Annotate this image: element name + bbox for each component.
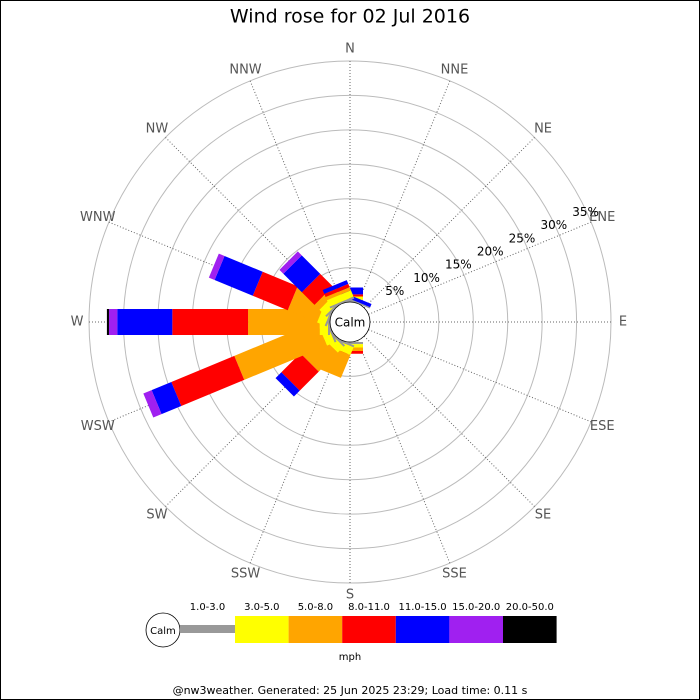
wind-bar (171, 355, 245, 406)
direction-label: S (346, 588, 354, 603)
wind-bar (301, 273, 333, 305)
direction-label: NW (146, 121, 169, 136)
direction-label: ESE (590, 419, 615, 434)
legend-label: 5.0-8.0 (298, 602, 333, 613)
legend-label: 15.0-20.0 (452, 602, 500, 613)
chart-title: Wind rose for 02 Jul 2016 (230, 6, 470, 28)
wind-bar (281, 353, 319, 391)
spoke (368, 221, 592, 315)
direction-label: W (71, 315, 84, 330)
spoke (165, 137, 337, 309)
legend-calm-label: Calm (150, 626, 176, 637)
wind-bar (151, 381, 182, 415)
ring-label: 10% (413, 271, 440, 285)
wind-bar (324, 283, 350, 298)
spoke (165, 335, 337, 507)
direction-label: SE (535, 508, 551, 523)
legend-label: 8.0-11.0 (348, 602, 390, 613)
spoke (368, 329, 592, 423)
legend-swatch (180, 625, 235, 633)
wind-bar (143, 390, 162, 418)
legend-label: 20.0-50.0 (506, 602, 554, 613)
direction-label: NE (534, 121, 552, 136)
legend-label: 11.0-15.0 (399, 602, 447, 613)
ring-label: 20% (477, 244, 504, 258)
ring-label: 35% (572, 205, 599, 219)
spoke (249, 340, 343, 564)
spoke (363, 335, 535, 507)
direction-label: WSW (81, 419, 115, 434)
wind-bar (329, 296, 355, 309)
legend-label: 1.0-3.0 (190, 602, 225, 613)
wind-bar (106, 309, 109, 335)
ring-label: 15% (445, 258, 472, 272)
spoke (363, 137, 535, 309)
wind-bar (322, 280, 349, 294)
spoke (357, 80, 451, 304)
legend-swatch (235, 616, 289, 643)
legend-swatch (342, 616, 396, 643)
wind-bar (214, 255, 263, 296)
spoke (357, 340, 451, 564)
direction-label: ENE (589, 210, 615, 225)
wind-bar (208, 253, 225, 280)
legend-label: 3.0-5.0 (244, 602, 279, 613)
wind-bar (172, 309, 249, 335)
ring-label: 25% (509, 231, 536, 245)
units-label: mph (339, 652, 361, 663)
legend-swatch (449, 616, 503, 643)
legend-swatch (288, 616, 343, 643)
legend-swatch (503, 616, 557, 643)
calm-label: Calm (335, 316, 366, 330)
wind-bar (275, 372, 300, 397)
legend-swatch (395, 616, 450, 643)
wind-bar (283, 255, 321, 293)
wind-bar (326, 290, 354, 307)
footer: @nw3weather. Generated: 25 Jun 2025 23:2… (173, 684, 528, 697)
wind-bar (234, 321, 327, 380)
direction-label: NNW (229, 62, 261, 77)
ring-label: 5% (385, 284, 404, 298)
direction-label: SW (146, 508, 167, 523)
wind-bar (345, 297, 371, 309)
ring-label: 30% (540, 218, 567, 232)
wind-bar (108, 309, 118, 335)
direction-label: NNE (441, 62, 469, 77)
direction-label: N (345, 42, 355, 57)
calm-circle (329, 301, 371, 343)
wind-bar (325, 287, 351, 301)
direction-label: WNW (80, 210, 116, 225)
spoke (249, 80, 343, 304)
direction-label: SSE (442, 567, 467, 582)
wind-bar (117, 309, 173, 335)
direction-label: SSW (231, 567, 261, 582)
direction-label: E (619, 315, 627, 330)
wind-bar (279, 251, 302, 274)
wind-bar (252, 271, 298, 311)
